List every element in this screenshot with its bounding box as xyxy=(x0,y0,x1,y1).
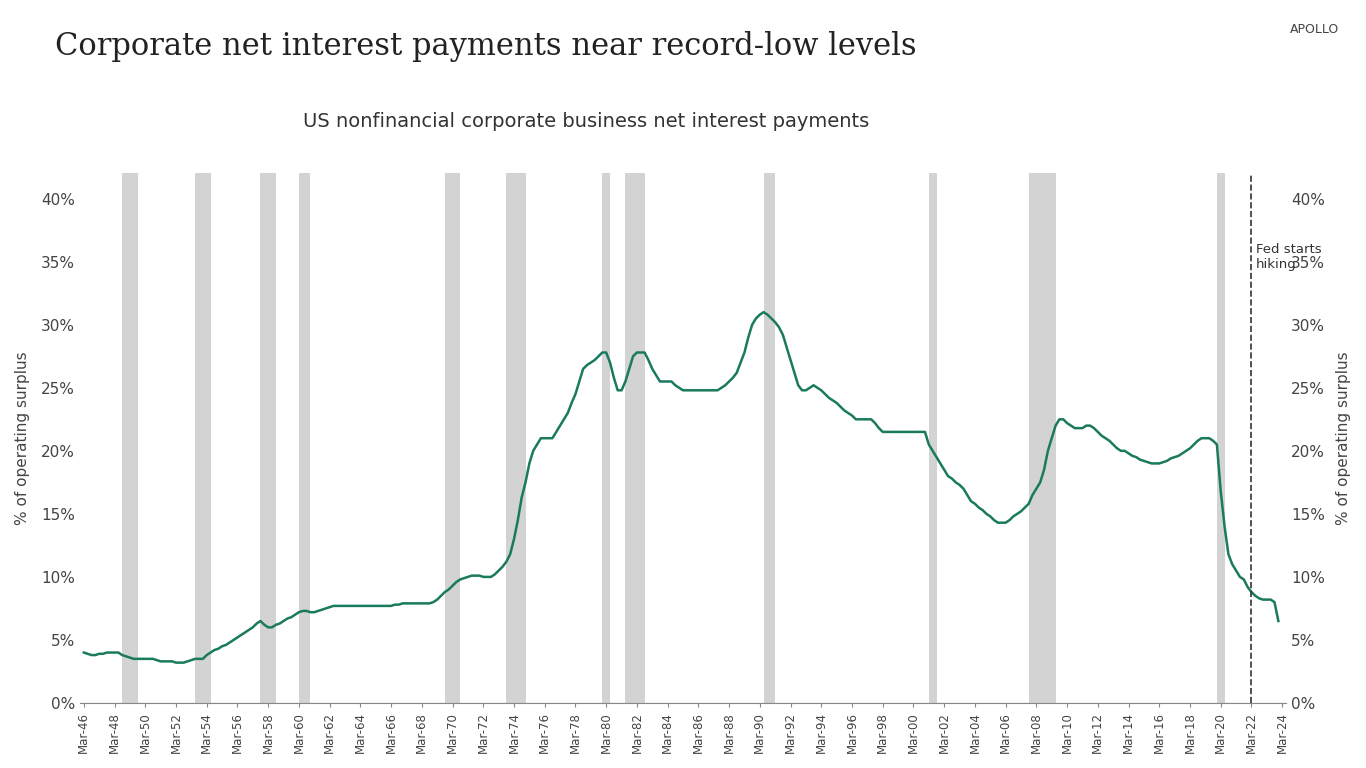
Bar xyxy=(626,174,645,703)
Y-axis label: % of operating surplus: % of operating surplus xyxy=(1336,352,1351,525)
Bar xyxy=(445,174,460,703)
Text: US nonfinancial corporate business net interest payments: US nonfinancial corporate business net i… xyxy=(303,112,870,131)
Text: APOLLO: APOLLO xyxy=(1290,23,1339,36)
Bar xyxy=(764,174,775,703)
Bar xyxy=(122,174,138,703)
Bar xyxy=(1029,174,1056,703)
Bar xyxy=(1217,174,1224,703)
Bar xyxy=(195,174,210,703)
Bar xyxy=(261,174,276,703)
Y-axis label: % of operating surplus: % of operating surplus xyxy=(15,352,30,525)
Text: Fed starts
hiking: Fed starts hiking xyxy=(1257,243,1322,271)
Text: Corporate net interest payments near record-low levels: Corporate net interest payments near rec… xyxy=(55,31,917,61)
Bar xyxy=(929,174,937,703)
Bar xyxy=(602,174,611,703)
Bar xyxy=(507,174,526,703)
Bar xyxy=(299,174,310,703)
